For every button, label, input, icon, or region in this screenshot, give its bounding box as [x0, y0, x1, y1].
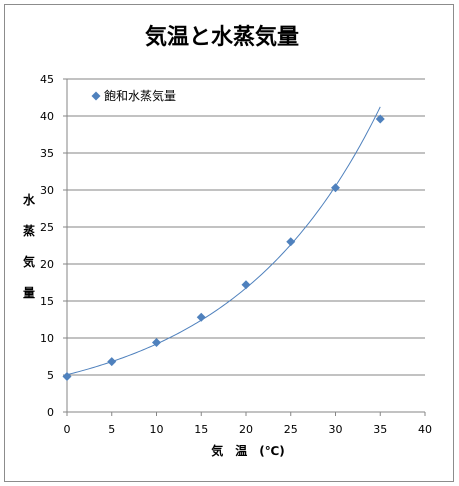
y-tick-label: 45 — [40, 73, 54, 86]
y-tick-label: 5 — [47, 369, 54, 382]
legend-label: 飽和水蒸気量 — [104, 88, 176, 103]
legend-marker — [91, 91, 101, 101]
chart-title: 気温と水蒸気量 — [145, 24, 299, 50]
x-tick-label: 15 — [194, 423, 208, 436]
y-tick-label: 35 — [40, 147, 54, 160]
trendline-curve — [66, 106, 381, 376]
data-point — [62, 371, 72, 381]
data-point — [152, 337, 161, 347]
y-tick-label: 25 — [40, 221, 54, 234]
y-axis-label-char: 量 — [23, 286, 35, 300]
y-axis-label-char: 気 — [23, 254, 35, 269]
data-point — [196, 312, 206, 322]
y-axis-label: 水蒸気量 — [23, 192, 36, 300]
legend: 飽和水蒸気量 — [91, 88, 176, 103]
tick-labels: 0 5 10 15 20 25 30 35 40 45 0 5 10 15 20 25 30 35 40 — [40, 73, 432, 436]
axes — [63, 78, 426, 416]
y-tick-label: 0 — [47, 406, 54, 419]
y-tick-label: 30 — [40, 184, 54, 197]
x-tick-label: 40 — [418, 423, 432, 436]
gridlines — [67, 78, 425, 376]
x-tick-label: 25 — [284, 423, 298, 436]
x-tick-label: 5 — [108, 423, 115, 436]
x-tick-label: 35 — [373, 423, 387, 436]
y-axis-label-char: 水 — [23, 192, 36, 207]
data-point — [286, 237, 296, 247]
y-axis-label-char: 蒸 — [23, 223, 35, 238]
chart-area — [4, 4, 454, 482]
y-tick-label: 40 — [40, 110, 54, 123]
x-axis-label: 気 温 (℃) — [211, 443, 285, 458]
data-point — [375, 114, 385, 124]
data-point — [241, 280, 251, 290]
data-points — [62, 114, 385, 381]
x-tick-label: 20 — [239, 423, 253, 436]
y-tick-label: 15 — [40, 295, 54, 308]
x-tick-label: 10 — [150, 423, 164, 436]
x-tick-label: 30 — [329, 423, 343, 436]
data-point — [107, 357, 117, 367]
trendline — [66, 106, 381, 376]
data-point — [331, 183, 340, 193]
y-tick-label: 20 — [40, 258, 54, 271]
y-tick-label: 10 — [40, 332, 54, 345]
x-tick-label: 0 — [64, 423, 71, 436]
